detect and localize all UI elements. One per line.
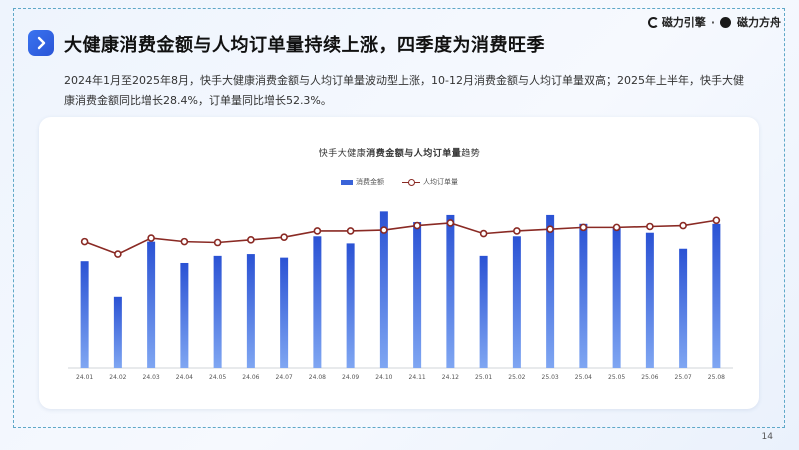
bar-24.04 — [180, 262, 189, 368]
chevron-right-icon — [28, 30, 54, 56]
chart-title: 快手大健康消费金额与人均订单量趋势 — [0, 146, 799, 159]
legend-item-bar: 消费金额 — [341, 177, 384, 187]
line-point-24.04 — [180, 237, 189, 246]
brand-logos: 磁力引擎 · 磁力方舟 — [647, 14, 781, 30]
line-point-25.06 — [646, 222, 654, 231]
x-tick-label: 24.02 — [109, 374, 126, 381]
bar-25.05 — [612, 227, 621, 368]
summary-text: 2024年1月至2025年8月，快手大健康消费金额与人均订单量波动型上涨，10-… — [64, 74, 744, 107]
x-tick-label: 25.03 — [542, 374, 559, 381]
x-tick-label: 25.07 — [675, 374, 692, 381]
legend-item-line: 人均订单量 — [402, 177, 458, 187]
chart-title-suffix: 趋势 — [461, 149, 481, 159]
chart-title-bold: 消费金额与人均订单量 — [366, 149, 462, 159]
line-point-24.08 — [313, 227, 322, 235]
x-tick-label: 25.06 — [641, 374, 658, 381]
line-point-24.03 — [147, 234, 155, 242]
x-tick-label: 24.10 — [375, 374, 392, 381]
line-point-24.07 — [280, 233, 288, 241]
bar-24.05 — [213, 255, 222, 368]
slide-frame — [13, 8, 785, 428]
x-tick-label: 25.04 — [575, 374, 592, 381]
line-point-25.04 — [579, 223, 588, 232]
bar-24.01 — [80, 261, 89, 368]
bar-24.12 — [446, 214, 455, 368]
x-tick-label: 25.08 — [708, 374, 725, 381]
x-tick-label: 24.01 — [76, 374, 93, 381]
line-point-25.01 — [479, 229, 488, 238]
x-tick-label: 24.06 — [242, 374, 259, 381]
bar-24.09 — [346, 243, 355, 368]
x-tick-label: 25.02 — [508, 374, 525, 381]
bar-25.02 — [512, 236, 521, 368]
legend-bar-swatch — [341, 179, 353, 185]
bar-24.08 — [313, 236, 322, 368]
chart-legend: 消费金额 人均订单量 — [0, 177, 799, 187]
x-tick-label: 24.05 — [209, 374, 226, 381]
x-tick-label: 24.12 — [442, 374, 459, 381]
x-tick-label: 24.08 — [309, 374, 326, 381]
line-point-24.06 — [247, 236, 255, 244]
page-title: 大健康消费金额与人均订单量持续上涨，四季度为消费旺季 — [64, 35, 545, 56]
bar-24.03 — [147, 241, 156, 368]
bar-24.11 — [413, 222, 422, 368]
x-tick-label: 24.07 — [276, 374, 293, 381]
logo-right-text: 磁力方舟 — [737, 16, 781, 29]
bar-24.07 — [280, 257, 289, 368]
bar-24.10 — [379, 211, 388, 368]
line-point-25.07 — [679, 221, 687, 230]
bar-25.01 — [479, 255, 488, 368]
line-point-24.12 — [446, 219, 455, 227]
x-tick-label: 24.09 — [342, 374, 359, 381]
x-tick-label: 24.04 — [176, 374, 193, 381]
cili-ark-logo-icon — [720, 16, 731, 28]
x-tick-label: 24.11 — [409, 374, 426, 381]
line-point-24.02 — [114, 250, 122, 258]
bar-25.04 — [579, 223, 588, 368]
page-number: 14 — [761, 432, 773, 442]
line-point-24.10 — [380, 226, 388, 234]
line-point-25.05 — [612, 223, 621, 232]
bar-24.02 — [113, 296, 122, 368]
line-point-25.02 — [513, 227, 521, 235]
legend-line-swatch — [402, 179, 420, 186]
line-point-25.03 — [546, 225, 554, 233]
line-point-24.05 — [213, 238, 222, 247]
bar-24.06 — [246, 254, 255, 368]
line-point-24.09 — [346, 227, 355, 235]
bar-25.03 — [546, 214, 555, 368]
chart-title-prefix: 快手大健康 — [318, 149, 367, 159]
bar-25.08 — [712, 223, 721, 368]
x-tick-label: 24.03 — [143, 374, 160, 381]
line-point-24.01 — [80, 237, 89, 246]
legend-bar-label: 消费金额 — [356, 178, 384, 186]
line-point-24.11 — [413, 221, 421, 230]
x-tick-label: 25.05 — [608, 374, 625, 381]
legend-line-label: 人均订单量 — [423, 178, 458, 186]
bar-25.07 — [679, 248, 688, 368]
logo-left-text: 磁力引擎 — [661, 16, 706, 29]
bar-25.06 — [645, 232, 654, 368]
line-point-25.08 — [712, 216, 721, 225]
chart-card — [39, 117, 759, 409]
logo-separator: · — [710, 15, 715, 29]
line-series-orders — [84, 219, 717, 255]
cili-engine-logo-icon — [647, 16, 659, 28]
x-tick-label: 25.01 — [475, 374, 492, 381]
